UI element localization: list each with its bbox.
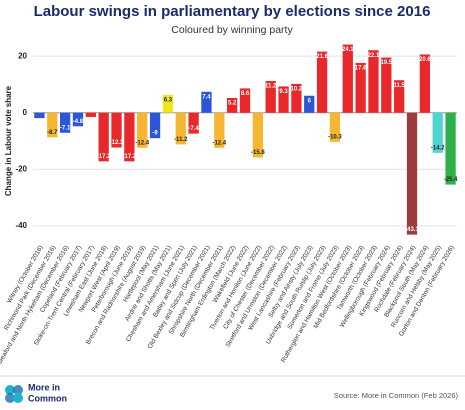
data-label: -12.3	[110, 140, 124, 146]
bar	[227, 98, 238, 113]
data-label: -14.2	[431, 145, 445, 151]
bar	[394, 80, 405, 113]
bar	[124, 112, 135, 162]
data-label: -7.4	[188, 126, 199, 132]
data-label: 9.3	[279, 89, 288, 95]
data-label: -8.7	[47, 130, 58, 136]
bar	[342, 44, 353, 113]
data-label: 6.3	[164, 97, 173, 103]
data-label: -12.4	[212, 140, 226, 146]
bar	[188, 112, 199, 134]
data-label: 24.1	[342, 47, 354, 53]
bar	[432, 112, 443, 153]
data-label: -15.8	[251, 150, 265, 156]
data-label: 8.6	[241, 91, 250, 97]
bar	[239, 88, 251, 113]
bar	[329, 112, 341, 142]
bar	[85, 112, 96, 117]
bar	[419, 54, 431, 113]
data-label: -10.3	[328, 134, 342, 140]
bar	[355, 62, 366, 113]
data-label: 10.2	[291, 86, 303, 92]
data-label: -7.1	[60, 125, 71, 131]
chart-subtitle: Coloured by winning party	[171, 24, 293, 36]
bar	[149, 112, 161, 139]
bar	[98, 112, 109, 162]
bar	[252, 112, 263, 158]
data-label: 17.6	[355, 66, 367, 72]
logo-icon	[5, 385, 23, 403]
data-label: 7.4	[202, 94, 211, 100]
bar	[406, 112, 418, 235]
data-label: 21.6	[316, 54, 328, 60]
logo-text: Common	[28, 393, 67, 403]
bar	[368, 50, 379, 113]
data-label: 11.2	[265, 84, 277, 90]
data-label: -17.2	[123, 154, 137, 160]
data-label: -17.2	[97, 154, 111, 160]
bar	[304, 95, 315, 113]
bar	[278, 86, 289, 113]
logo-text: More in	[28, 382, 60, 392]
data-label: -4.8	[73, 119, 84, 125]
bar	[175, 112, 186, 145]
bar	[214, 112, 225, 148]
y-tick-label: 20	[18, 51, 27, 60]
bar	[445, 112, 456, 185]
data-label: 11.5	[394, 83, 406, 89]
bar	[111, 112, 122, 148]
data-label: 22.1	[368, 53, 380, 59]
bar	[316, 51, 328, 113]
source: Source: More in Common (Feb 2026)	[334, 391, 459, 400]
data-label: -25.4	[444, 177, 458, 183]
chart-title: Labour swings in parliamentary by electi…	[34, 3, 431, 20]
data-label: 5.2	[228, 101, 237, 107]
bar	[137, 112, 148, 148]
data-label: 20.6	[419, 57, 431, 63]
bar	[47, 112, 58, 138]
data-label: 6	[308, 98, 312, 104]
bar	[72, 112, 84, 127]
y-tick-label: -20	[15, 164, 27, 173]
bar	[265, 81, 276, 113]
data-label: -12.4	[135, 140, 149, 146]
y-tick-label: 0	[23, 108, 28, 117]
bar	[162, 94, 174, 113]
data-label: 19.5	[380, 60, 392, 66]
bar	[291, 83, 302, 113]
bar	[201, 91, 212, 113]
data-label: -11.2	[174, 137, 188, 143]
bar	[59, 112, 71, 133]
bar	[381, 57, 392, 113]
data-label: -9	[152, 131, 158, 137]
y-tick-label: -40	[15, 221, 27, 230]
bar	[34, 112, 45, 119]
data-label: -43.1	[405, 227, 419, 233]
y-axis-label: Change in Labour vote share	[4, 85, 13, 196]
